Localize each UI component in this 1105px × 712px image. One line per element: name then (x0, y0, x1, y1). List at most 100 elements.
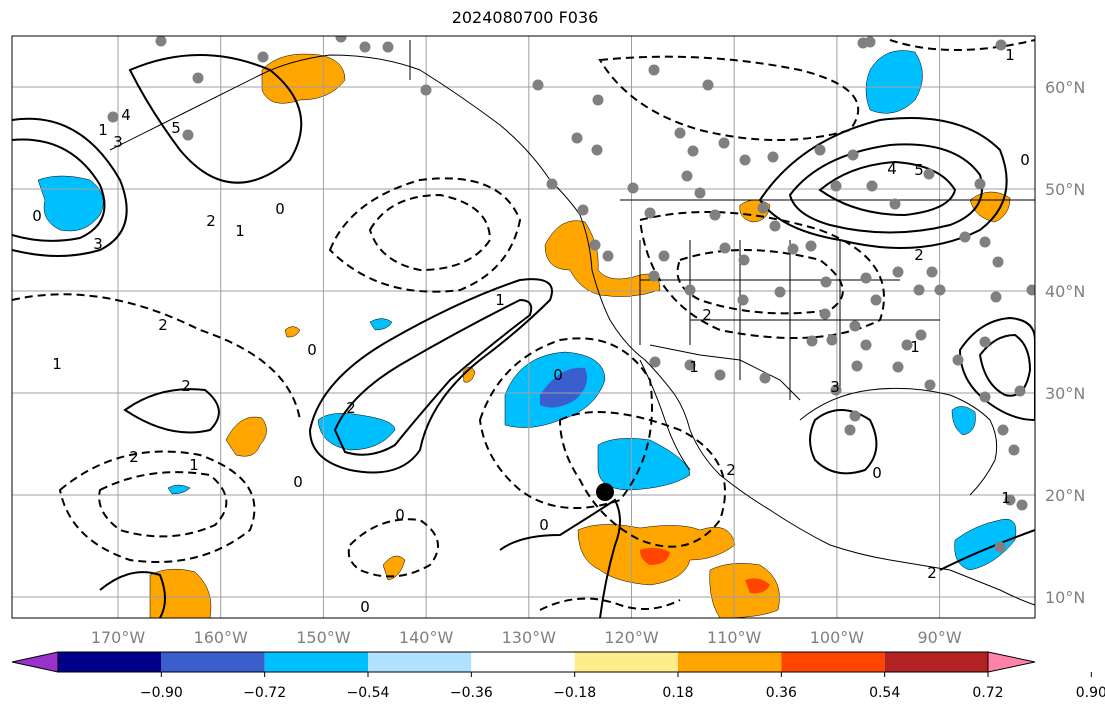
colorbar-tick-label: 0.18 (662, 685, 693, 701)
colorbar-tick-labels: −0.90 −0.72 −0.54 −0.36 −0.18 0.18 0.36 0.54 0.7… (140, 672, 1105, 701)
station-dot (892, 266, 904, 278)
contour-value-label: 1 (52, 355, 62, 373)
colorbar-segment (574, 652, 678, 672)
contour-value-label: 5 (171, 119, 181, 137)
station-dot (684, 359, 696, 371)
contour-negative-2 (368, 193, 492, 272)
lat-tick-label: 10°N (1045, 588, 1085, 607)
station-dot (382, 41, 394, 53)
station-dot (1026, 284, 1035, 296)
lat-tick-label: 40°N (1045, 282, 1085, 301)
station-dot (870, 294, 882, 306)
lon-tick-label: 130°W (502, 628, 557, 647)
shade-blue-caribbean (954, 518, 1017, 571)
station-dot (913, 284, 925, 296)
station-dot (648, 64, 660, 76)
contour-value-label: 0 (539, 516, 549, 534)
lon-tick-label: 170°W (91, 628, 146, 647)
station-dot (924, 379, 936, 391)
colorbar-tick-label: 0.54 (869, 685, 900, 701)
contour-value-label: 0 (307, 341, 317, 359)
shaded-anomalies (37, 50, 1017, 618)
station-dot (830, 180, 842, 192)
station-dot (589, 239, 601, 251)
station-dot (719, 242, 731, 254)
station-dot (757, 202, 769, 214)
storm-center-marker (596, 483, 614, 501)
station-dot (820, 276, 832, 288)
station-dot (787, 243, 799, 255)
coast-westus (579, 214, 1035, 606)
contour-value-label: 2 (927, 564, 937, 582)
station-dot (155, 36, 167, 47)
longitude-labels: 170°W 160°W 150°W 140°W 130°W 120°W 110°W 100°W… (91, 628, 962, 647)
contour-negative-7 (558, 411, 726, 548)
station-dot (335, 36, 347, 43)
station-dot (649, 356, 661, 368)
shade-darkblue-offshore (540, 367, 588, 408)
station-dot (952, 354, 964, 366)
contour-value-label: 0 (1020, 151, 1030, 169)
lon-tick-label: 120°W (604, 628, 659, 647)
colorbar (11, 651, 1036, 673)
colorbar-segment (678, 652, 782, 672)
station-dot (107, 111, 119, 123)
contour-value-label: 1 (689, 358, 699, 376)
colorbar-tick-label: 0.72 (972, 685, 1003, 701)
latitude-labels: 60°N 50°N 40°N 30°N 20°N 10°N (1045, 78, 1085, 607)
contour-positive-8 (333, 298, 533, 456)
station-dot (844, 424, 856, 436)
colorbar-tick-label: −0.54 (347, 685, 390, 701)
contour-value-label: 2 (346, 399, 356, 417)
station-dot (889, 198, 901, 210)
contours-dashed (12, 39, 1035, 611)
station-dot (182, 129, 194, 141)
station-dot (814, 144, 826, 156)
colorbar-tick-label: −0.72 (243, 685, 286, 701)
contour-value-label: 4 (887, 160, 897, 178)
lat-tick-label: 20°N (1045, 486, 1085, 505)
coast-baja (639, 359, 691, 471)
station-dot (1008, 444, 1020, 456)
contour-negative-4 (98, 471, 228, 538)
contour-value-label: 0 (360, 598, 370, 616)
contour-positive-6 (818, 160, 957, 217)
station-dot (806, 335, 818, 347)
station-dot (644, 207, 656, 219)
lat-tick-label: 60°N (1045, 78, 1085, 97)
colorbar-segment (471, 652, 575, 672)
contour-zero-5 (939, 529, 1035, 571)
contour-value-label: 3 (93, 235, 103, 253)
station-dot (1004, 494, 1016, 506)
contour-negative-1 (328, 177, 522, 293)
station-dot (979, 236, 991, 248)
lon-tick-label: 110°W (707, 628, 762, 647)
station-dot (738, 254, 750, 266)
station-dot (774, 286, 786, 298)
contour-value-label: 2 (726, 461, 736, 479)
contour-value-label: 3 (113, 133, 123, 151)
station-dot (681, 170, 693, 182)
shade-blue-small (369, 318, 393, 331)
station-dot (192, 72, 204, 84)
contour-zero-2 (499, 498, 621, 618)
colorbar-segment (781, 652, 885, 672)
station-dot (687, 145, 699, 157)
contour-negative-6 (478, 337, 653, 509)
lon-tick-label: 160°W (194, 628, 249, 647)
colorbar-outline (57, 651, 989, 673)
lon-tick-label: 90°W (918, 628, 962, 647)
station-dot (532, 79, 544, 91)
station-dot (805, 240, 817, 252)
shade-blue-gulf (951, 406, 976, 436)
station-dot (648, 270, 660, 282)
contour-positive-3 (128, 54, 303, 184)
station-dot (901, 339, 913, 351)
graticule (12, 36, 1035, 618)
colorbar-tick-label: −0.90 (140, 685, 183, 701)
station-dot (694, 187, 706, 199)
station-dot (737, 294, 749, 306)
station-dot (714, 369, 726, 381)
colorbar-tick-label: 0.90 (1076, 685, 1105, 701)
